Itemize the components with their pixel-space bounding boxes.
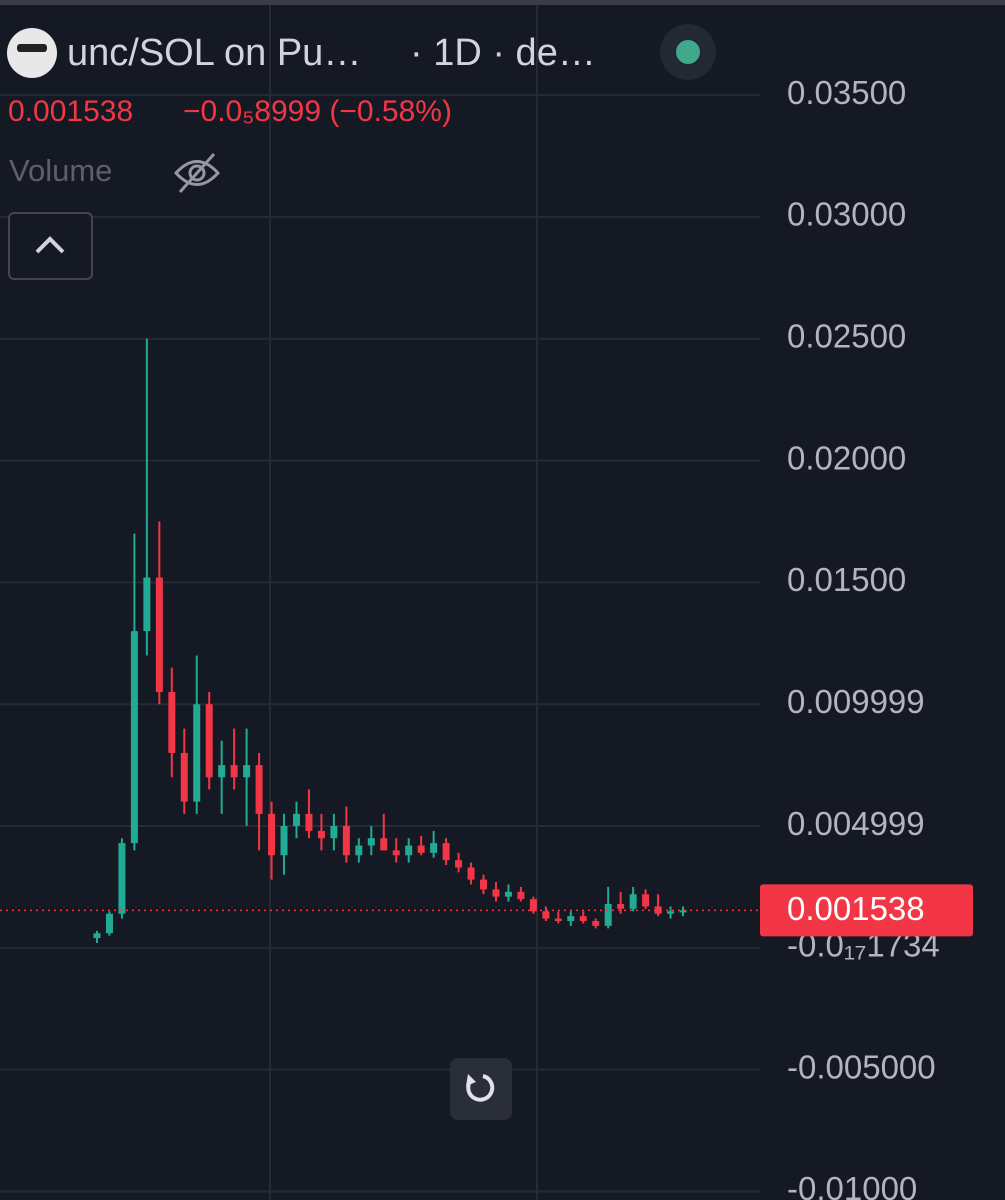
candle-body [280, 826, 288, 856]
candle-body [455, 860, 463, 868]
reset-arrow [466, 1074, 476, 1086]
candle-body [330, 826, 338, 839]
reset-button[interactable] [450, 1058, 512, 1120]
candle-body [442, 843, 450, 861]
candle-body [554, 918, 562, 922]
candle-body [342, 826, 350, 856]
y-tick-label: -0.005000 [787, 1048, 936, 1085]
last-price-box [760, 884, 973, 937]
candle-body [380, 838, 388, 851]
reset-icon [466, 1074, 495, 1102]
candle-body [417, 845, 425, 853]
y-tick-label: 0.004999 [787, 805, 925, 842]
last-price-axis-label: 0.001538 [787, 890, 925, 927]
top-bar [0, 0, 1005, 5]
candle-body [255, 765, 263, 814]
symbol-title[interactable]: unc/SOL on Pu… [67, 32, 361, 74]
candle-body [305, 813, 313, 831]
candles [0, 338, 760, 943]
candle-body [218, 765, 226, 778]
candle-body [367, 838, 375, 846]
y-axis: 0.03500 0.03000 0.02500 0.02000 0.01500 0.009… [760, 74, 973, 1200]
interval[interactable]: · 1D · de… [410, 32, 596, 74]
candle-body [292, 813, 300, 827]
candle-body [592, 921, 600, 926]
candle-body [180, 752, 188, 802]
candle-body [243, 765, 251, 778]
y-tick-label: 0.009999 [787, 683, 925, 720]
chevron-up [35, 236, 65, 254]
candle-body [542, 911, 550, 919]
candle-body [504, 891, 512, 897]
candle-body [629, 894, 637, 909]
candle-body [105, 913, 113, 934]
last-price: 0.001538 [8, 95, 133, 128]
candle-body [492, 889, 500, 897]
candle-body [405, 845, 413, 856]
candle-body [230, 765, 238, 778]
candle-body [143, 577, 151, 632]
candle-body [392, 850, 400, 856]
y-tick-label: -0.01000 [787, 1170, 917, 1200]
candle-body [155, 577, 163, 693]
candle-body [654, 906, 662, 914]
candle-body [667, 911, 675, 914]
candle-body [430, 843, 438, 853]
candle-body [268, 813, 276, 856]
price-change: −0.0₅8999 (−0.58%) [183, 95, 452, 128]
hide-icon[interactable] [173, 152, 221, 194]
candle-body [355, 845, 363, 856]
candle-body [517, 891, 525, 900]
y-tick-label: 0.01500 [787, 561, 906, 598]
y-tick-label: 0.02500 [787, 317, 906, 354]
candle-body [642, 894, 650, 907]
candle-body [679, 910, 687, 913]
grid [0, 94, 760, 1193]
candle-body [118, 843, 126, 914]
candle-body [529, 899, 537, 912]
candle-body [93, 933, 101, 939]
candle-body [480, 879, 488, 890]
status-dot [676, 40, 700, 64]
collapse-button[interactable] [8, 212, 93, 280]
y-tick-label: 0.02000 [787, 439, 906, 476]
volume-label: Volume [9, 153, 112, 188]
candle-body [467, 867, 475, 880]
candle-body [168, 692, 176, 753]
candle-body [130, 631, 138, 844]
candle-body [604, 903, 612, 926]
candle-body [205, 704, 213, 778]
icon-glasses [17, 44, 47, 52]
candle-body [617, 903, 625, 909]
symbol-icon [7, 28, 57, 78]
candle-body [567, 916, 575, 922]
candle-body [193, 704, 201, 802]
candle-body [317, 830, 325, 839]
y-tick-label: 0.03500 [787, 74, 906, 111]
candle-body [579, 916, 587, 922]
y-tick-label: 0.03000 [787, 196, 906, 233]
header: unc/SOL on Pu… · 1D · de… 0.001538 −0.0₅… [7, 24, 716, 1120]
